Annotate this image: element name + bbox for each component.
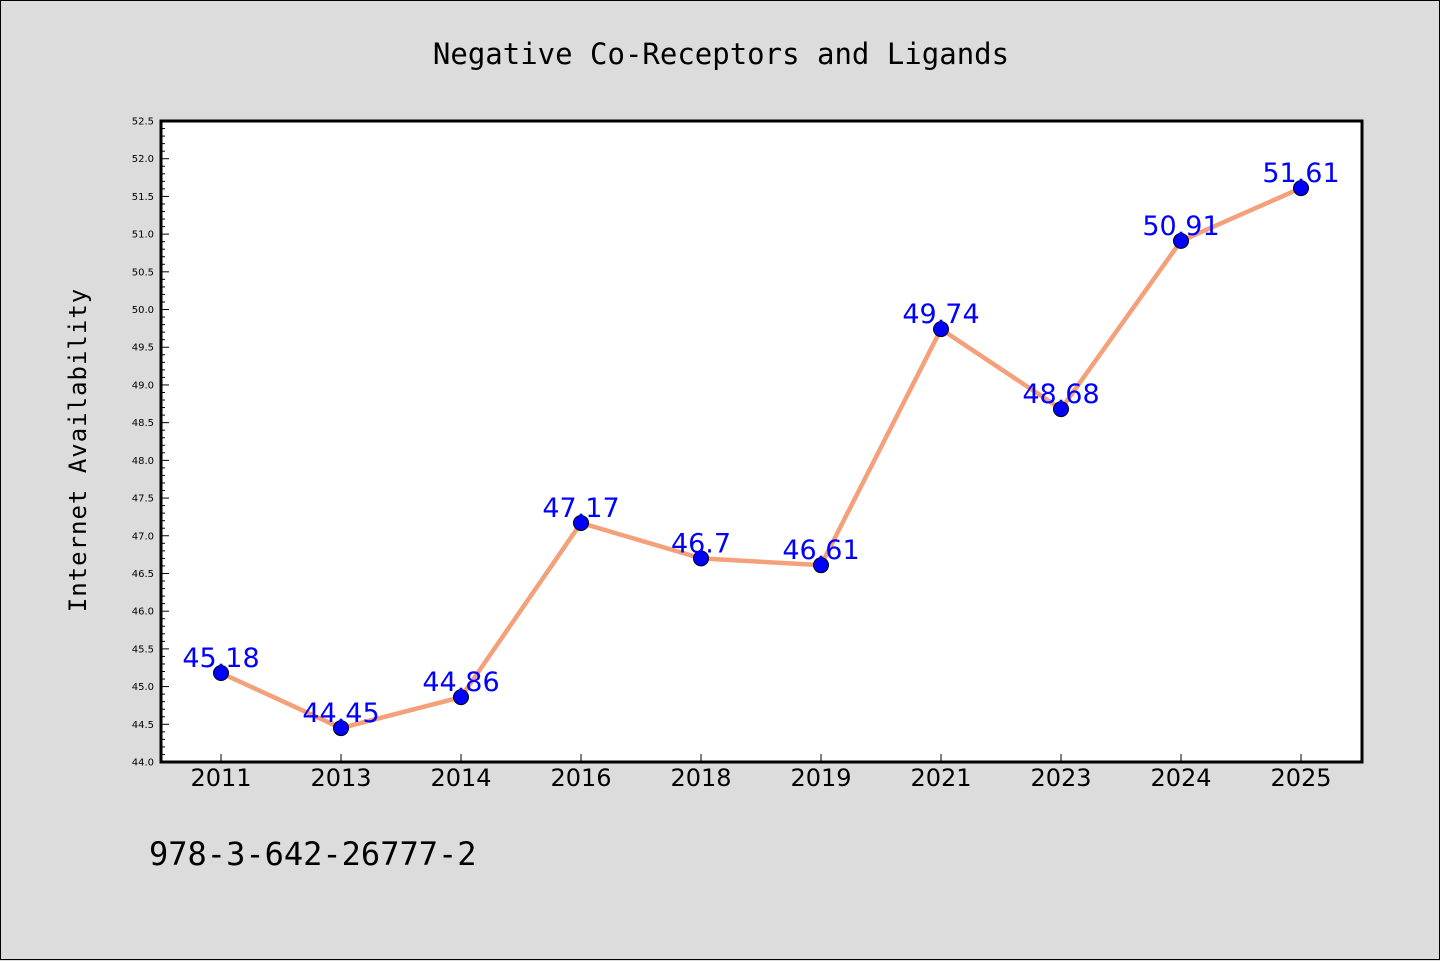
- y-tick-label: 48.0: [132, 456, 154, 467]
- y-axis: 44.0 44.5 45.0 45.5 46.0 46.5 47.0 47.5 48.0 48.5…: [132, 117, 169, 769]
- data-point-marker: [333, 720, 349, 737]
- data-value-label: 51.61: [1262, 158, 1339, 189]
- data-point-marker: [813, 557, 829, 574]
- y-tick-label: 48.5: [132, 418, 154, 429]
- series-line: [220, 186, 1302, 731]
- y-tick-label: 50.0: [132, 305, 154, 316]
- data-point-marker: [1293, 180, 1309, 197]
- x-tick-label: 2025: [1270, 764, 1331, 792]
- data-value-label: 44.86: [422, 667, 499, 698]
- data-value-label: 48.68: [1022, 379, 1099, 410]
- x-axis: 2011 2013 2014 2016 2018 2019 2021 2023 2024 2025: [190, 754, 1332, 792]
- y-tick-label: 46.5: [132, 569, 154, 580]
- y-tick-label: 52.5: [132, 117, 154, 128]
- x-tick-label: 2011: [190, 764, 251, 792]
- y-tick-label: 44.0: [132, 758, 154, 769]
- y-tick-label: 47.0: [132, 531, 154, 542]
- data-value-label: 46.7: [671, 528, 731, 559]
- y-tick-label: 45.0: [132, 682, 154, 693]
- data-point-marker: [1053, 401, 1069, 418]
- y-tick-label: 52.0: [132, 154, 154, 165]
- x-tick-label: 2014: [430, 764, 491, 792]
- data-value-label: 45.18: [182, 643, 259, 674]
- x-tick-label: 2019: [790, 764, 851, 792]
- data-value-label: 46.61: [782, 535, 859, 566]
- series-group: [213, 180, 1309, 737]
- x-tick-label: 2018: [670, 764, 731, 792]
- y-tick-label: 51.0: [132, 230, 154, 241]
- chart-title: Negative Co-Receptors and Ligands: [433, 37, 1009, 71]
- data-value-label: 47.17: [542, 493, 619, 524]
- data-point-marker: [1173, 232, 1189, 249]
- y-tick-label: 50.5: [132, 267, 154, 278]
- data-value-label: 50.91: [1142, 211, 1219, 242]
- y-tick-label: 49.5: [132, 343, 154, 354]
- data-point-marker: [453, 689, 469, 706]
- data-value-label: 49.74: [902, 299, 979, 330]
- data-point-marker: [213, 665, 229, 682]
- data-point-marker: [573, 514, 589, 531]
- plot-area: [159, 119, 1364, 764]
- y-tick-label: 46.0: [132, 607, 154, 618]
- y-tick-label: 51.5: [132, 192, 154, 203]
- data-value-label: 44.45: [302, 698, 379, 729]
- x-tick-label: 2016: [550, 764, 611, 792]
- x-tick-label: 2021: [910, 764, 971, 792]
- x-tick-label: 2013: [310, 764, 371, 792]
- data-point-marker: [933, 321, 949, 338]
- y-tick-label: 47.5: [132, 494, 154, 505]
- x-tick-label: 2023: [1030, 764, 1091, 792]
- data-point-marker: [693, 550, 709, 567]
- y-tick-label: 45.5: [132, 644, 154, 655]
- y-axis-label: Internet Availability: [64, 288, 92, 612]
- x-tick-label: 2024: [1150, 764, 1211, 792]
- isbn-caption: 978-3-642-26777-2: [149, 835, 477, 873]
- y-tick-label: 44.5: [132, 720, 154, 731]
- data-labels-group: 45.18 44.45 44.86 47.17 46.7 46.61 49.74 48.68 5…: [182, 158, 1339, 729]
- y-tick-label: 49.0: [132, 380, 154, 391]
